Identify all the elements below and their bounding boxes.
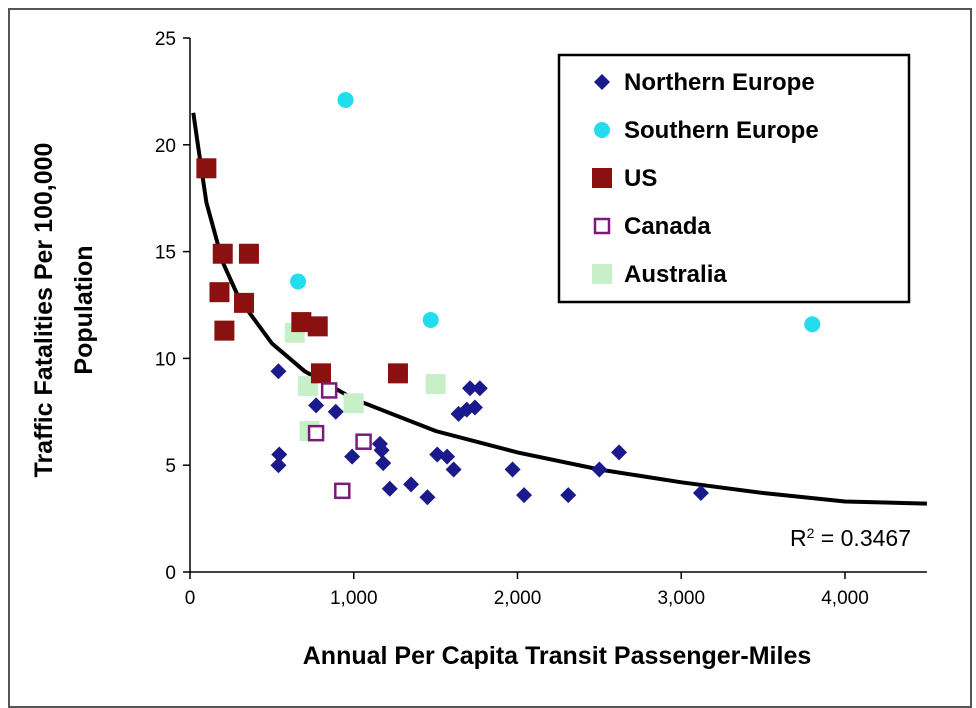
point-us (238, 243, 259, 264)
x-tick-label: 1,000 (330, 588, 378, 609)
point-southern-europe (804, 316, 821, 333)
data-points (196, 91, 821, 506)
legend-marker-canada (593, 217, 611, 235)
point-us (212, 243, 233, 264)
point-canada (320, 382, 338, 399)
point-northern-europe (560, 487, 577, 504)
point-us (234, 292, 255, 313)
point-southern-europe (422, 311, 439, 328)
point-northern-europe (308, 397, 325, 414)
legend-label-us: US (624, 165, 657, 192)
scatter-chart: 0 5 10 15 20 25 0 1,000 2,000 3,000 4,000 Northern… (30, 29, 927, 670)
point-canada (355, 433, 372, 450)
point-southern-europe (337, 91, 354, 108)
axes: 0 5 10 15 20 25 0 1,000 2,000 3,000 4,000 (155, 29, 927, 609)
point-southern-europe (290, 273, 307, 290)
point-northern-europe (466, 399, 483, 416)
legend: Northern Europe Southern Europe US Canada Au… (557, 53, 911, 304)
point-northern-europe (471, 380, 488, 397)
y-tick-label: 10 (155, 349, 176, 370)
y-tick-label: 25 (155, 29, 176, 50)
legend-label-australia: Australia (624, 261, 727, 288)
point-northern-europe (516, 487, 533, 504)
point-northern-europe (462, 380, 479, 397)
point-us (291, 312, 312, 333)
point-us (209, 282, 230, 303)
point-us (311, 363, 331, 384)
x-tick-label: 0 (185, 588, 196, 609)
point-northern-europe (419, 489, 436, 506)
y-tick-label: 5 (165, 456, 176, 477)
x-tick-label: 3,000 (657, 588, 705, 609)
point-northern-europe (381, 480, 398, 497)
point-us (307, 316, 328, 337)
point-us (387, 363, 408, 384)
point-australia (425, 374, 446, 395)
point-northern-europe (439, 448, 456, 465)
point-northern-europe (445, 461, 462, 478)
legend-marker-us (592, 168, 612, 188)
point-northern-europe (611, 444, 628, 461)
legend-label-canada: Canada (624, 213, 711, 240)
y-axis-title-line2: Population (70, 245, 98, 374)
x-tick-label: 4,000 (821, 588, 869, 609)
point-northern-europe (373, 442, 390, 459)
r-squared-label: R2 = 0.3467 (790, 525, 911, 551)
x-tick-label: 2,000 (494, 588, 542, 609)
legend-label-northern-europe: Northern Europe (624, 69, 815, 96)
point-canada (307, 424, 325, 442)
legend-marker-southern-europe (594, 122, 610, 138)
x-axis-title: Annual Per Capita Transit Passenger-Mile… (303, 642, 812, 670)
legend-label-southern-europe: Southern Europe (624, 117, 819, 144)
point-northern-europe (270, 457, 287, 474)
y-axis-title-line1: Traffic Fatalities Per 100,000 (30, 143, 58, 478)
point-australia (343, 393, 364, 414)
point-northern-europe (504, 461, 521, 478)
point-northern-europe (591, 461, 608, 478)
point-northern-europe (270, 363, 287, 380)
point-canada (334, 482, 351, 500)
point-northern-europe (375, 455, 392, 472)
point-northern-europe (271, 446, 288, 463)
point-us (196, 158, 217, 179)
point-us (214, 320, 235, 341)
legend-marker-northern-europe (594, 74, 610, 90)
point-northern-europe (692, 484, 709, 501)
y-tick-label: 15 (155, 243, 176, 264)
point-northern-europe (403, 476, 420, 493)
point-northern-europe (327, 403, 344, 420)
legend-marker-australia (592, 264, 612, 284)
y-tick-label: 20 (155, 136, 176, 157)
legend-box (557, 53, 911, 304)
y-tick-label: 0 (165, 563, 176, 584)
point-northern-europe (344, 448, 361, 465)
